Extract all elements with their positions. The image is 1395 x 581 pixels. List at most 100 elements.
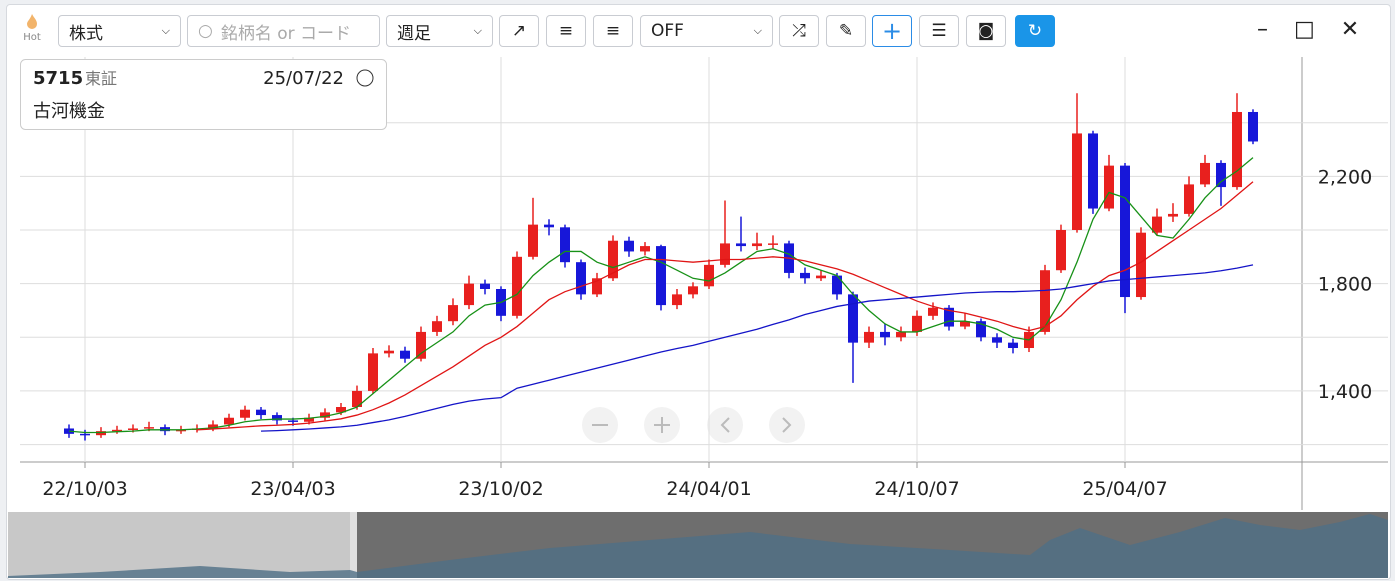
candle-body xyxy=(832,275,842,295)
shuffle-button[interactable]: ⤮ xyxy=(779,15,819,47)
hot-button[interactable]: Hot xyxy=(19,13,45,43)
x-tick-label: 22/10/03 xyxy=(42,478,127,500)
candle-body xyxy=(928,307,938,316)
candle-body xyxy=(96,431,106,436)
x-tick-label: 24/04/01 xyxy=(666,478,751,500)
candle-body xyxy=(400,350,410,359)
moving-average-line xyxy=(260,264,1254,432)
align-right-button[interactable]: ≡ xyxy=(593,15,633,47)
indicator-label: OFF xyxy=(651,21,684,41)
candle-body xyxy=(288,420,298,422)
candle-body xyxy=(992,337,1002,343)
quote-date: 25/07/22 xyxy=(263,68,344,89)
moving-average-line xyxy=(68,157,1254,434)
scroll-left[interactable] xyxy=(707,407,743,443)
y-tick-label: 2,200 xyxy=(1318,166,1372,188)
zoom-controls xyxy=(582,407,805,443)
market-label: 株式 xyxy=(69,23,103,44)
candle-body xyxy=(432,321,442,332)
candle-body xyxy=(80,433,90,436)
candle-body xyxy=(112,429,122,432)
candle-body xyxy=(1120,165,1130,298)
candle-body xyxy=(688,286,698,295)
settings-button[interactable]: ☰ xyxy=(919,15,959,47)
candle-body xyxy=(1184,184,1194,214)
candle-body xyxy=(176,429,186,432)
candle-body xyxy=(624,240,634,252)
candle-body xyxy=(272,415,282,421)
candle-body xyxy=(864,331,874,343)
trend-button[interactable]: ↗ xyxy=(499,15,539,47)
candle-body xyxy=(304,417,314,422)
candle-body xyxy=(368,353,378,391)
crosshair-button[interactable]: + xyxy=(872,15,912,47)
candle-body xyxy=(512,256,522,316)
candle-body xyxy=(240,409,250,418)
hot-icon xyxy=(27,14,37,29)
candle-body xyxy=(1008,342,1018,349)
candle-body xyxy=(896,331,906,338)
navigator-handle xyxy=(350,512,357,578)
candle-body xyxy=(1072,133,1082,230)
navigator-left xyxy=(8,512,350,578)
x-tick-label: 25/04/07 xyxy=(1082,478,1167,500)
candle-body xyxy=(1200,162,1210,185)
candle-body xyxy=(144,427,154,429)
period-label: 週足 xyxy=(397,23,431,44)
candle-body xyxy=(544,224,554,228)
candle-body xyxy=(800,272,810,279)
candle-body xyxy=(1104,165,1114,209)
stock-code: 5715 xyxy=(33,68,83,89)
candle-body xyxy=(160,427,170,432)
candle-body xyxy=(608,240,618,279)
candle-body xyxy=(1088,133,1098,209)
period-select[interactable]: 週足 ⌵ xyxy=(386,15,493,47)
candle-body xyxy=(224,417,234,425)
moving-average-line xyxy=(196,181,1254,431)
candle-body xyxy=(1056,229,1066,271)
search-placeholder: 銘柄名 or コード xyxy=(220,23,352,44)
candle-body xyxy=(912,315,922,332)
candle-body xyxy=(1248,111,1258,142)
info-box-bg xyxy=(20,59,387,130)
candle-body xyxy=(752,243,762,247)
window-controls[interactable]: –□✕ xyxy=(1257,17,1386,42)
candle-body xyxy=(320,412,330,418)
candle-body xyxy=(128,428,138,430)
navigator xyxy=(8,512,1388,578)
market-select[interactable]: 株式 ⌵ xyxy=(58,15,181,47)
candle-body xyxy=(768,243,778,245)
exchange: 東証 xyxy=(85,69,117,88)
candle-body xyxy=(384,350,394,354)
candle-body xyxy=(944,307,954,327)
candle-body xyxy=(336,407,346,413)
candle-body xyxy=(1152,216,1162,233)
candle-body xyxy=(960,321,970,327)
candle-body xyxy=(976,321,986,338)
x-tick-label: 23/10/02 xyxy=(458,478,543,500)
candle-body xyxy=(656,246,666,306)
draw-button[interactable]: ✎ xyxy=(826,15,866,47)
candle-body xyxy=(208,424,218,429)
x-tick-label: 23/04/03 xyxy=(250,478,335,500)
align-left-button[interactable]: ≡ xyxy=(546,15,586,47)
scroll-right[interactable] xyxy=(769,407,805,443)
search-box[interactable]: ○ 銘柄名 or コード xyxy=(187,15,380,47)
refresh-button[interactable]: ↻ xyxy=(1015,15,1055,47)
candle-body xyxy=(352,390,362,408)
candle-body xyxy=(640,246,650,252)
candle-body xyxy=(816,275,826,279)
candle-body xyxy=(464,283,474,306)
y-tick-label: 1,800 xyxy=(1318,274,1372,296)
stock-name: 古河機金 xyxy=(33,101,105,122)
candle-body xyxy=(736,243,746,247)
candle-body xyxy=(672,294,682,306)
x-tick-label: 24/10/07 xyxy=(874,478,959,500)
candle-body xyxy=(416,331,426,359)
camera-button[interactable]: ◙ xyxy=(966,15,1006,47)
y-tick-label: 1,400 xyxy=(1318,381,1372,403)
candle-body xyxy=(720,243,730,265)
candle-body xyxy=(528,224,538,257)
indicator-select[interactable]: OFF ⌵ xyxy=(640,15,773,47)
expand-icon[interactable] xyxy=(356,69,374,87)
